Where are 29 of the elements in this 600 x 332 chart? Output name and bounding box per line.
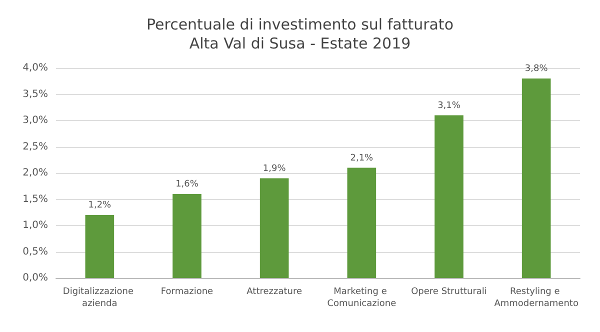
data-label: 3,8% — [524, 64, 548, 74]
bar — [434, 115, 464, 278]
x-tick-label: Attrezzature — [246, 287, 302, 297]
y-tick-label: 3,5% — [22, 88, 48, 100]
bar — [522, 78, 551, 278]
data-label: 3,1% — [438, 100, 461, 111]
chart-subtitle: Alta Val di Susa - Estate 2019 — [189, 34, 411, 52]
bar — [172, 194, 202, 278]
y-tick-label: 2,0% — [22, 168, 48, 178]
bar — [85, 215, 114, 278]
data-label: 1,9% — [262, 164, 286, 174]
data-label: 2,1% — [350, 153, 374, 164]
y-tick-label: 3,0% — [22, 115, 48, 126]
y-tick-label: 0,0% — [22, 272, 48, 284]
bar — [260, 178, 289, 278]
data-label: 1,2% — [88, 200, 112, 210]
x-tick-label: Marketing e Comunicazione — [327, 287, 397, 309]
y-tick-label: 1,0% — [22, 220, 48, 231]
x-tick-label: Formazione — [160, 287, 214, 297]
x-tick-label: Opere Strutturali — [411, 287, 487, 297]
x-tick-label: Restyling e Ammodernamento — [494, 287, 579, 309]
y-tick-label: 2,5% — [22, 141, 48, 152]
data-label: 1,6% — [176, 180, 199, 190]
y-tick-label: 4,0% — [22, 62, 48, 74]
y-tick-label: 1,5% — [22, 194, 48, 205]
y-tick-label: 0,5% — [22, 246, 48, 258]
bar — [347, 168, 376, 278]
chart-title: Percentuale di investimento sul fatturato — [146, 16, 454, 34]
x-tick-label: Digitalizzazione azienda — [62, 287, 136, 309]
